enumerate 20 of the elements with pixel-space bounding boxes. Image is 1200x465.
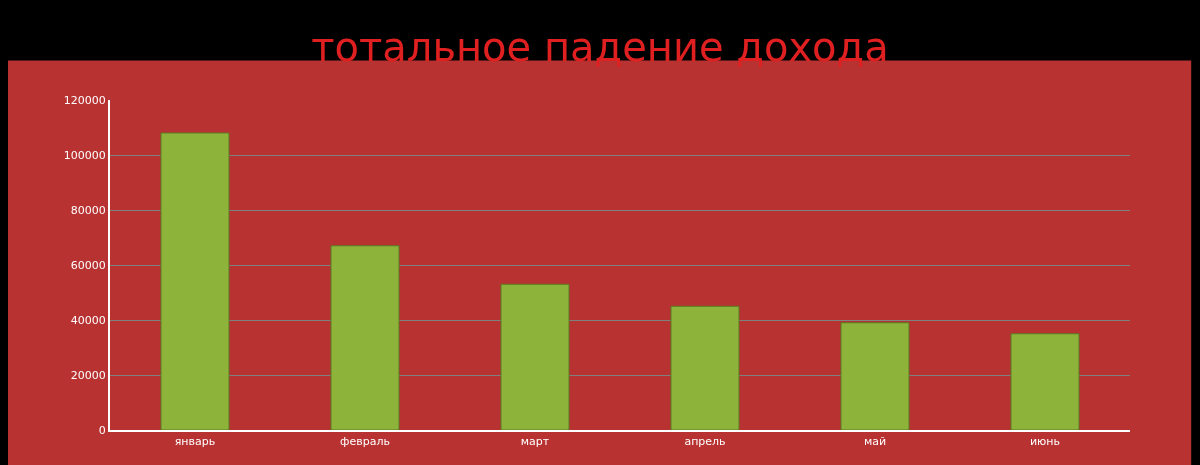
x-tick-label: январь	[174, 435, 216, 449]
y-tick-label: 120000	[63, 93, 106, 107]
bar	[670, 305, 740, 430]
x-tick-label: март	[520, 435, 550, 449]
y-tick-label: 20000	[70, 368, 106, 382]
y-tick-label: 80000	[70, 203, 106, 217]
y-tick-label: 40000	[70, 313, 106, 327]
x-tick-label: июнь	[1029, 435, 1061, 449]
x-tick-label: май	[863, 435, 887, 449]
bar	[1010, 333, 1080, 430]
bar	[160, 132, 230, 430]
x-tick-label: апрель	[684, 435, 726, 449]
bar	[330, 245, 400, 430]
y-tick-label: 60000	[70, 258, 106, 272]
bar	[500, 283, 570, 430]
x-tick-label: февраль	[340, 435, 390, 449]
chart-title: тотальное падение дохода	[311, 23, 889, 70]
y-tick-label: 0	[98, 423, 106, 437]
bar	[840, 322, 910, 430]
y-tick-label: 100000	[63, 148, 106, 162]
